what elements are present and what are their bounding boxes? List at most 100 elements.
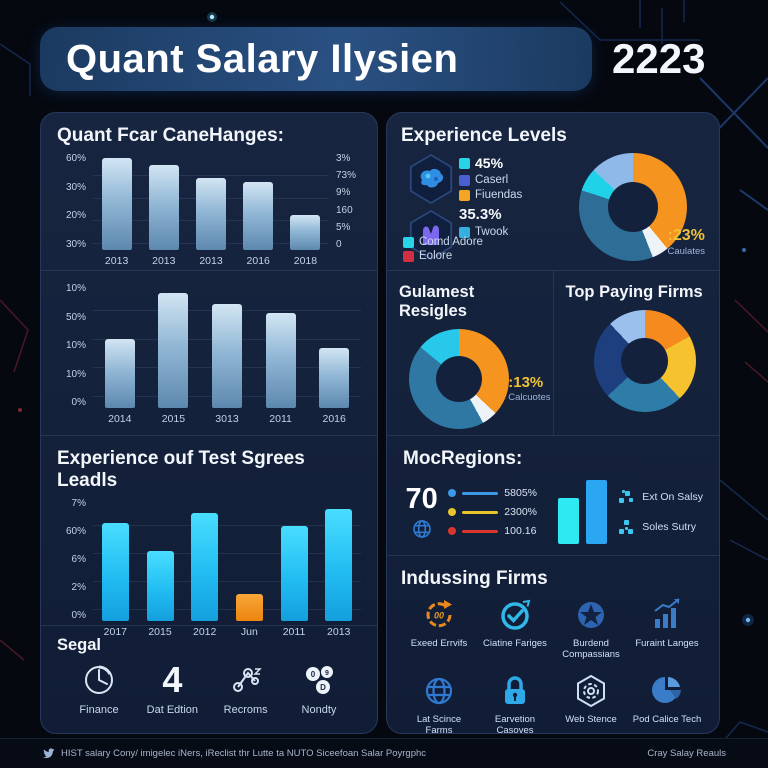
bar-column: 2017 [93, 498, 138, 638]
axis-tick-label: 50% [65, 311, 86, 323]
segal-row: Finance 4 Dat Edtion [57, 661, 361, 717]
legend-item: Twook [459, 226, 565, 238]
bar-chart-yearly: 10% 50% 10% 10% 0% 2014 2015 3013 2011 2016 [57, 283, 361, 425]
bar-column: 2013 [316, 498, 361, 638]
axis-tick-label: 10% [65, 368, 86, 380]
bar [319, 348, 350, 408]
footer: HIST salary Cony/ imigelec iNers, iRecli… [0, 738, 768, 768]
legend-item: Fiuendas [459, 189, 565, 201]
bar-wrap [191, 498, 219, 621]
x-axis-label: 2011 [269, 413, 292, 425]
indussing-item: Lat Scince Farms [401, 672, 477, 736]
x-axis-label: 2016 [322, 413, 346, 425]
indussing-item: 00 Exeed Errvifs [401, 596, 477, 660]
header-bar: Quant Salary Ilysien [40, 27, 592, 91]
axis-tick-label: 73% [336, 170, 357, 182]
bar [280, 526, 308, 621]
legend-swatch [459, 189, 470, 201]
line-value: 100.16 [504, 525, 537, 537]
segal-title: Segal [57, 636, 102, 654]
y-axis-labels: 10% 50% 10% 10% 0% [57, 283, 93, 425]
segal-label: Nondty [301, 704, 337, 716]
bar-wrap [158, 283, 189, 408]
legend-item: Caserl [459, 174, 565, 186]
axis-tick-label: 0% [71, 610, 86, 621]
regions-item: Soles Sutry [617, 518, 703, 536]
bar [235, 593, 263, 621]
pie-chart-icon [649, 672, 685, 710]
line-value: 2300% [504, 506, 537, 518]
scatter-dots-icon [619, 490, 634, 503]
indussing-label: Earvetion Casoves [494, 714, 536, 736]
bar [158, 293, 189, 408]
legend-swatch [459, 157, 470, 169]
experience-levels-title: Experience Levels [401, 125, 567, 146]
segal-label: Finance [79, 704, 119, 716]
regions-items: Ext On Salsy Soles Sutry [615, 488, 703, 536]
line-dot [448, 527, 457, 535]
legend-swatch [403, 250, 414, 262]
x-axis-label: 2013 [199, 255, 223, 267]
bar-wrap [243, 153, 274, 250]
legend-item: Comd Adore [403, 236, 483, 248]
indussing-label: Lat Scince Farms [416, 714, 462, 736]
indussing-item: Web Stence [553, 672, 629, 736]
x-axis-label: 2015 [148, 626, 172, 638]
line-segment [462, 510, 499, 514]
section-experience-degrees: Experience ouf Test Sgrees Leadls 7% 60% 6… [41, 435, 377, 638]
indussing-label: Web Stence [565, 714, 617, 725]
section-yearly-bars: 10% 50% 10% 10% 0% 2014 2015 3013 2011 2016 [41, 270, 377, 435]
legend-label: Comd Adore [419, 236, 483, 248]
gridline [93, 174, 329, 176]
right-panel: Experience Levels [386, 112, 720, 736]
plot-area: 2013 2013 2013 2016 2018 [93, 153, 329, 267]
top-paying-donut-chart [593, 310, 696, 412]
bar-column: 2016 [235, 153, 282, 267]
aperture-icon [573, 596, 609, 634]
axis-tick-label: 3% [336, 153, 351, 164]
bar-wrap [211, 283, 242, 408]
x-axis-label: 2013 [104, 255, 129, 267]
bar-column: 2012 [182, 498, 227, 638]
axis-tick-label: 9% [336, 187, 351, 199]
svg-text:00: 00 [434, 611, 444, 621]
bar-wrap [235, 498, 263, 621]
section-title-salary-changes: Quant Fcar CaneHanges: [57, 125, 284, 146]
axis-tick-label: 0 [336, 238, 342, 250]
section-title-experience-degrees: Experience ouf Test Sgrees Leadls [57, 448, 305, 491]
indussing-item: Pod Calice Tech [629, 672, 705, 736]
footer-caption: HIST salary Cony/ imigelec iNers, iRecli… [61, 748, 427, 759]
indussing-label: Exeed Errvifs [410, 638, 468, 649]
legend-swatch [459, 226, 470, 238]
axis-tick-label: 60% [65, 153, 86, 164]
refresh-arrows-icon: 00 [421, 596, 457, 634]
bar-chart-experience-degrees: 7% 60% 6% 2% 0% 2017 2015 2012 Jun 2011 2013 [57, 498, 361, 638]
line-segment [462, 529, 499, 533]
bar-wrap [104, 283, 135, 408]
page-title: Quant Salary Ilysien [66, 36, 459, 81]
indussing-grid: 00 Exeed Errvifs Ciatine Fariges [401, 596, 705, 736]
indussing-title: Indussing Firms [401, 568, 548, 589]
legend-label: Caserl [475, 174, 509, 186]
axis-tick-label: 30% [65, 181, 86, 193]
section-experience-levels: Experience Levels [387, 113, 719, 270]
regions-item-label: Ext On Salsy [642, 491, 703, 503]
segal-item-recroms: Recroms [210, 661, 282, 716]
experience-badges [403, 153, 459, 265]
globe-grid-icon [421, 672, 457, 710]
bar-wrap [325, 498, 353, 621]
section-donut-pair: Gulamest Resigles :13% Calcuotes Top Pay… [387, 270, 719, 435]
legend-label: Twook [475, 226, 509, 238]
bar [265, 313, 296, 408]
footer-credit: Cray Salay Reauls [647, 748, 726, 759]
cluster-dots-icon [619, 520, 634, 534]
svg-text:D: D [320, 683, 326, 692]
segal-label: Dat Edtion [146, 704, 199, 716]
legend-item: Eolore [403, 250, 483, 262]
section-segal: Segal Finance 4 Dat Edtion [41, 625, 377, 732]
bar [146, 550, 174, 621]
bar-wrap [290, 153, 321, 250]
x-axis-label: 2014 [108, 413, 132, 425]
